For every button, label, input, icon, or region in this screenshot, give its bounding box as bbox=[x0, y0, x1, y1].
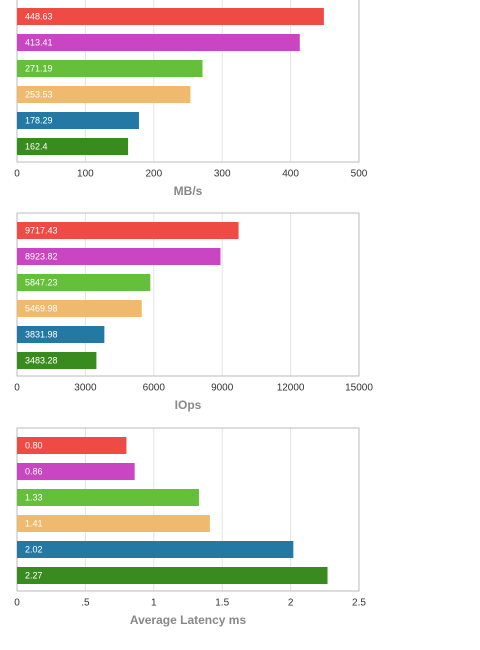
value-label: 2.27 bbox=[25, 570, 43, 580]
bar bbox=[17, 300, 142, 317]
plot-frame bbox=[16, 0, 360, 163]
x-tick-label: 200 bbox=[145, 169, 162, 180]
x-tick-label: 12000 bbox=[277, 383, 305, 394]
value-label: 0.80 bbox=[25, 440, 43, 450]
x-tick-label: 15000 bbox=[345, 383, 373, 394]
bar bbox=[17, 34, 300, 51]
x-tick-label: 6000 bbox=[143, 383, 166, 394]
value-label: 1.33 bbox=[25, 492, 43, 502]
value-label: 1.41 bbox=[25, 518, 43, 528]
x-tick-label: 300 bbox=[214, 169, 231, 180]
value-label: 413.41 bbox=[25, 37, 53, 47]
value-label: 2.02 bbox=[25, 544, 43, 554]
bar bbox=[17, 541, 294, 558]
x-tick-label: .5 bbox=[81, 598, 90, 609]
bar bbox=[17, 86, 191, 103]
bar bbox=[17, 352, 97, 369]
x-tick-label: 2 bbox=[288, 598, 294, 609]
value-label: 8923.82 bbox=[25, 251, 58, 261]
bar bbox=[17, 60, 203, 77]
x-tick-label: 2.5 bbox=[352, 598, 366, 609]
bar bbox=[17, 489, 199, 506]
value-label: 3831.98 bbox=[25, 329, 58, 339]
x-axis-label: MB/s bbox=[174, 184, 203, 198]
x-tick-label: 3000 bbox=[74, 383, 97, 394]
x-tick-label: 0 bbox=[14, 598, 20, 609]
x-tick-label: 0 bbox=[14, 383, 20, 394]
x-tick-label: 9000 bbox=[211, 383, 234, 394]
value-label: 253.53 bbox=[25, 89, 53, 99]
bar bbox=[17, 138, 129, 155]
plot-border bbox=[16, 0, 360, 163]
x-tick-label: 0 bbox=[14, 169, 20, 180]
value-label: 5469.98 bbox=[25, 303, 58, 313]
bar bbox=[17, 463, 135, 480]
bar bbox=[17, 248, 221, 265]
bar bbox=[17, 112, 139, 129]
value-label: 271.19 bbox=[25, 63, 53, 73]
plot-border bbox=[16, 427, 360, 592]
x-axis-label: IOps bbox=[175, 398, 202, 412]
value-label: 162.4 bbox=[25, 141, 48, 151]
x-tick-label: 400 bbox=[282, 169, 299, 180]
value-label: 448.63 bbox=[25, 11, 53, 21]
value-label: 3483.28 bbox=[25, 355, 58, 365]
value-label: 9717.43 bbox=[25, 225, 58, 235]
x-tick-label: 100 bbox=[77, 169, 94, 180]
bar bbox=[17, 222, 239, 239]
bar bbox=[17, 515, 210, 532]
value-label: 5847.23 bbox=[25, 277, 58, 287]
plot-frame bbox=[16, 427, 360, 592]
bar bbox=[17, 567, 328, 584]
value-label: 178.29 bbox=[25, 115, 53, 125]
plot-border bbox=[16, 212, 360, 377]
bar bbox=[17, 8, 324, 25]
value-label: 0.86 bbox=[25, 466, 43, 476]
bar bbox=[17, 326, 105, 343]
x-axis-label: Average Latency ms bbox=[130, 613, 247, 627]
bar bbox=[17, 274, 151, 291]
bar bbox=[17, 437, 127, 454]
x-tick-label: 1 bbox=[151, 598, 157, 609]
x-tick-label: 1.5 bbox=[215, 598, 229, 609]
x-tick-label: 500 bbox=[351, 169, 368, 180]
